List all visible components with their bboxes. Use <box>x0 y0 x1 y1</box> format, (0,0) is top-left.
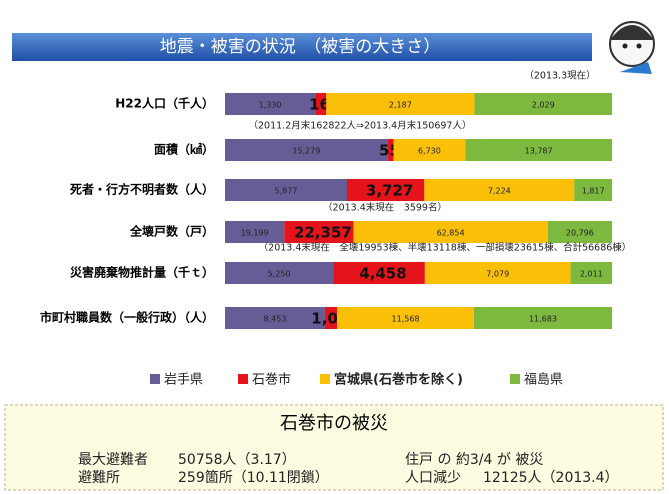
value-label: 19,199 <box>241 229 269 238</box>
category-label: 面積（㎢） <box>154 142 214 157</box>
value-label: 2,011 <box>580 270 603 279</box>
annotation: （2011.2月末162822人⇒2013.4月末150697人） <box>249 120 472 132</box>
value-label: 15,279 <box>292 147 320 156</box>
value-label: 7,224 <box>488 187 511 196</box>
panel-label: 最大避難者 <box>78 452 148 468</box>
chart-title: 地震・被害の状況 （被害の大きさ） <box>160 37 441 57</box>
panel-title: 石巻市の被災 <box>280 413 388 434</box>
annotation: （2013.4末現在 3599名） <box>323 202 447 214</box>
value-label: 62,854 <box>437 229 465 238</box>
panel-value: 259箇所（10.11閉鎖） <box>178 469 329 486</box>
value-label: 6,730 <box>418 147 441 156</box>
value-label: 1,330 <box>259 101 282 110</box>
category-label: 市町村職員数（一般行政）（人） <box>40 310 214 325</box>
value-label: 3,727 <box>366 182 413 200</box>
legend-label: 福島県 <box>524 373 563 388</box>
page: 地震・被害の状況 （被害の大きさ） 石巻市の被災 H22人口（千人） 1,330 1… <box>0 0 669 494</box>
category-label: 死者・行方不明者数（人） <box>70 182 214 197</box>
value-label: 2,187 <box>389 101 412 110</box>
category-label: 全壊戸数（戸） <box>129 224 214 239</box>
value-label: 5,877 <box>275 187 298 196</box>
panel-value: 12125人（2013.4） <box>483 470 619 486</box>
legend-label: 岩手県 <box>164 373 203 388</box>
annotation: （2013.4末現在 全壊19953棟、半壊13118棟、一部損壊23615棟、… <box>259 242 632 254</box>
legend-label: 宮城県(石巻市を除く) <box>334 372 463 388</box>
category-label: 災害廃棄物推計量（千ｔ） <box>70 265 214 280</box>
legend-swatch <box>320 374 330 384</box>
panel-label: 避難所 <box>78 470 120 486</box>
annotation: （2013.3現在） <box>524 70 595 82</box>
value-label: 7,079 <box>486 270 509 279</box>
panel-label: 住戸 の 約3/4 が 被災 <box>405 452 543 468</box>
value-label: 20,796 <box>566 229 594 238</box>
category-label: H22人口（千人） <box>115 96 214 111</box>
legend-swatch <box>150 374 160 384</box>
value-label: 2,029 <box>532 101 555 110</box>
value-label: 13,787 <box>525 147 553 156</box>
legend-swatch <box>238 374 248 384</box>
panel-value: 50758人（3.17） <box>178 452 296 468</box>
value-label: 8,453 <box>264 315 287 324</box>
value-label: 5,250 <box>268 270 291 279</box>
value-label: 11,568 <box>392 315 420 324</box>
value-label: 22,357 <box>294 224 352 242</box>
value-label: 4,458 <box>359 265 406 283</box>
mascot <box>610 22 654 74</box>
legend-label: 石巻市 <box>252 372 291 388</box>
value-label: 1,817 <box>582 187 605 196</box>
legend-swatch <box>510 374 520 384</box>
value-label: 11,683 <box>529 315 557 324</box>
panel-label: 人口減少 <box>405 469 461 486</box>
